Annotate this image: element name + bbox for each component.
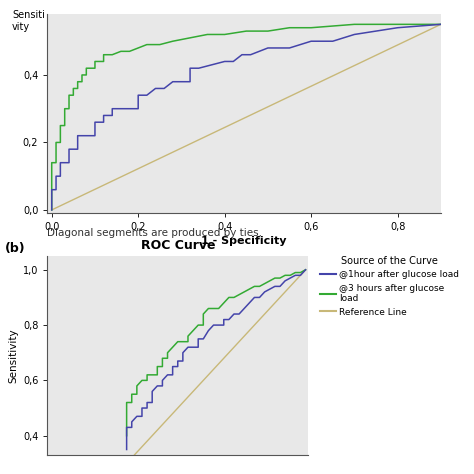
- Title: ROC Curve: ROC Curve: [140, 239, 215, 252]
- Y-axis label: Sensitivity: Sensitivity: [9, 328, 19, 383]
- X-axis label: 1 - Specificity: 1 - Specificity: [201, 237, 287, 246]
- Text: (b): (b): [5, 242, 26, 255]
- Text: Diagonal segments are produced by ties.: Diagonal segments are produced by ties.: [47, 228, 263, 237]
- Legend: @1hour after glucose load, @3 hours after glucose
load, Reference Line: @1hour after glucose load, @3 hours afte…: [316, 252, 463, 320]
- Text: Sensiti
vity: Sensiti vity: [12, 10, 45, 32]
